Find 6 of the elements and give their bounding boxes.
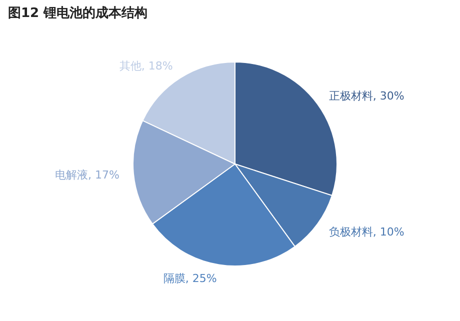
- chart-title: 图12 锂电池的成本结构: [8, 5, 148, 22]
- slice-label: 其他, 18%: [119, 60, 173, 73]
- slice-label: 电解液, 17%: [55, 168, 120, 182]
- slice-label: 隔膜, 25%: [163, 272, 217, 286]
- slice-label: 负极材料, 10%: [328, 226, 404, 239]
- slice-label: 正极材料, 30%: [328, 89, 404, 102]
